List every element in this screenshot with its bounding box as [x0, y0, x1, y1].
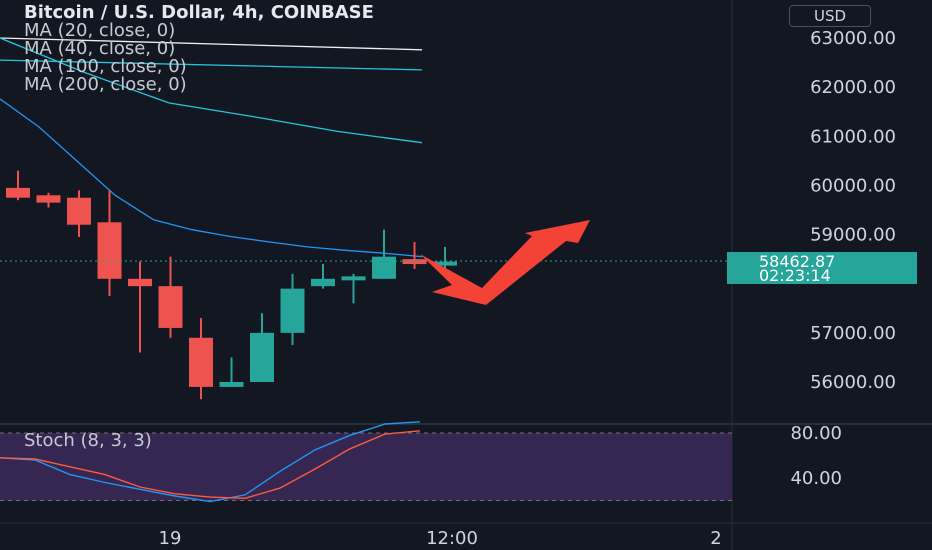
current-price-value: 58462.87 — [759, 252, 836, 271]
ma-line-1 — [0, 37, 423, 51]
price-tick-label: 59000.00 — [810, 225, 896, 246]
time-tick-label: 12:00 — [426, 528, 478, 549]
ma-100-label[interactable]: MA (100, close, 0) — [24, 56, 187, 77]
time-tick-label: 2 — [710, 528, 721, 549]
price-tick-label: 60000.00 — [810, 175, 896, 196]
stoch-band — [0, 433, 732, 501]
price-tick-label: 63000.00 — [810, 28, 896, 49]
candle-body — [402, 259, 427, 265]
candle-body — [341, 276, 366, 281]
candle-body — [280, 288, 305, 333]
candle-body — [6, 187, 30, 198]
candle-body — [97, 222, 122, 279]
bar-countdown: 02:23:14 — [759, 266, 831, 285]
candle-body — [219, 382, 244, 387]
time-tick-label: 19 — [159, 528, 182, 549]
currency-button[interactable]: USD — [789, 5, 871, 27]
ma-line-3 — [0, 37, 423, 144]
ma-40-label[interactable]: MA (40, close, 0) — [24, 38, 176, 59]
price-tick-label: 61000.00 — [810, 126, 896, 147]
stoch-line-1 — [0, 421, 421, 503]
current-price-tag: 58462.87 02:23:14 — [727, 252, 917, 284]
candle-body — [158, 286, 183, 328]
candle-body — [189, 337, 213, 387]
ma-200-label[interactable]: MA (200, close, 0) — [24, 74, 187, 95]
candle-body — [250, 332, 274, 382]
stoch-tick-label: 40.00 — [790, 468, 842, 489]
stoch-line-2 — [0, 430, 421, 500]
candle-body — [36, 195, 61, 203]
ma-line-2 — [0, 59, 423, 71]
ma-20-label[interactable]: MA (20, close, 0) — [24, 20, 176, 41]
candle-body — [128, 278, 152, 287]
ma-line-4 — [0, 98, 423, 258]
price-tick-label: 57000.00 — [810, 323, 896, 344]
candle-body — [67, 197, 91, 225]
forecast-arrow — [420, 220, 590, 305]
price-tick-label: 62000.00 — [810, 77, 896, 98]
price-tick-label: 56000.00 — [810, 372, 896, 393]
symbol-title: Bitcoin / U.S. Dollar, 4h, COINBASE — [24, 2, 374, 23]
candle-body — [311, 278, 335, 287]
chart-legend: Bitcoin / U.S. Dollar, 4h, COINBASE MA (… — [24, 4, 374, 94]
stoch-tick-label: 80.00 — [790, 423, 842, 444]
candle-body — [433, 261, 457, 266]
candle-body — [372, 256, 396, 279]
stoch-label[interactable]: Stoch (8, 3, 3) — [24, 430, 152, 451]
